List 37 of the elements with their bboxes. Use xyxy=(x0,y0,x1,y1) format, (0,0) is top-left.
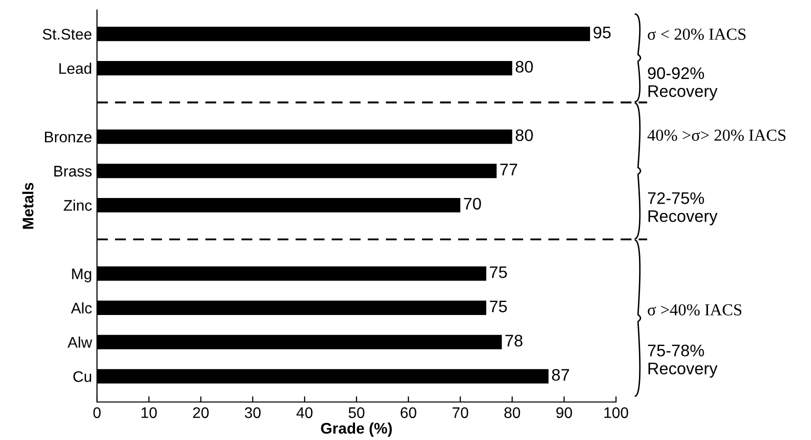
y-tick-label: Mg xyxy=(72,268,92,282)
text: 75-78% Recovery xyxy=(648,344,718,378)
data-label: 95 xyxy=(594,26,611,38)
y-axis-title: Metals xyxy=(22,182,34,229)
x-axis-title: Grade (%) xyxy=(321,422,392,437)
data-label: 80 xyxy=(516,60,533,73)
y-tick-label: Lead xyxy=(59,62,92,74)
data-label: 75 xyxy=(490,300,507,312)
x-tick-label: 60 xyxy=(400,407,416,418)
data-label: 87 xyxy=(552,368,570,381)
text: σ < 20% IACS xyxy=(648,28,746,40)
data-label: 80 xyxy=(516,129,533,142)
text: 72-75% Recovery xyxy=(648,192,718,226)
x-tick-label: 50 xyxy=(348,407,364,418)
data-label: 70 xyxy=(464,198,481,210)
x-tick-label: 100 xyxy=(604,407,628,418)
data-label: 78 xyxy=(505,334,522,347)
x-tick-label: 30 xyxy=(244,407,261,418)
text: 90-92% Recovery xyxy=(648,67,718,100)
y-tick-label: Bronze xyxy=(44,132,92,142)
x-tick-label: 80 xyxy=(504,407,520,418)
y-tick-label: St.Stee xyxy=(42,28,92,40)
text: σ >40% IACS xyxy=(648,304,742,316)
x-tick-label: 20 xyxy=(193,407,209,418)
y-tick-label: Alc xyxy=(70,302,92,314)
x-tick-label: 40 xyxy=(296,407,312,418)
x-tick-label: 10 xyxy=(142,407,157,418)
y-tick-label: Zinc xyxy=(64,200,92,211)
x-tick-label: 70 xyxy=(452,407,468,418)
x-tick-label: 0 xyxy=(93,407,101,418)
y-tick-label: Cu xyxy=(73,371,92,382)
text: 40% >σ> 20% IACS xyxy=(647,130,786,141)
y-tick-label: Brass xyxy=(54,166,92,177)
y-tick-label: Alw xyxy=(68,336,92,348)
data-label: 77 xyxy=(500,164,518,176)
data-label: 75 xyxy=(490,266,507,278)
x-tick-label: 90 xyxy=(556,407,572,418)
